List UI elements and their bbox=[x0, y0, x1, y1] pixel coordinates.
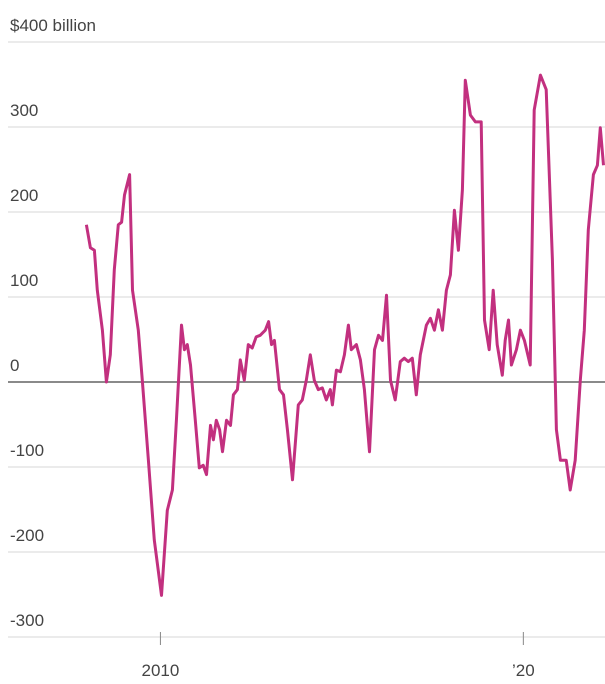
y-tick-label: 100 bbox=[10, 271, 38, 290]
y-tick-label: -200 bbox=[10, 526, 44, 545]
y-tick-label: 0 bbox=[10, 356, 19, 375]
y-tick-label: -100 bbox=[10, 441, 44, 460]
y-tick-label: 300 bbox=[10, 101, 38, 120]
y-tick-label: 200 bbox=[10, 186, 38, 205]
x-tick-label: ’20 bbox=[512, 661, 535, 680]
y-tick-label: $400 billion bbox=[10, 16, 96, 35]
y-tick-label: -300 bbox=[10, 611, 44, 630]
data-line bbox=[84, 73, 605, 597]
x-tick-label: 2010 bbox=[142, 661, 180, 680]
